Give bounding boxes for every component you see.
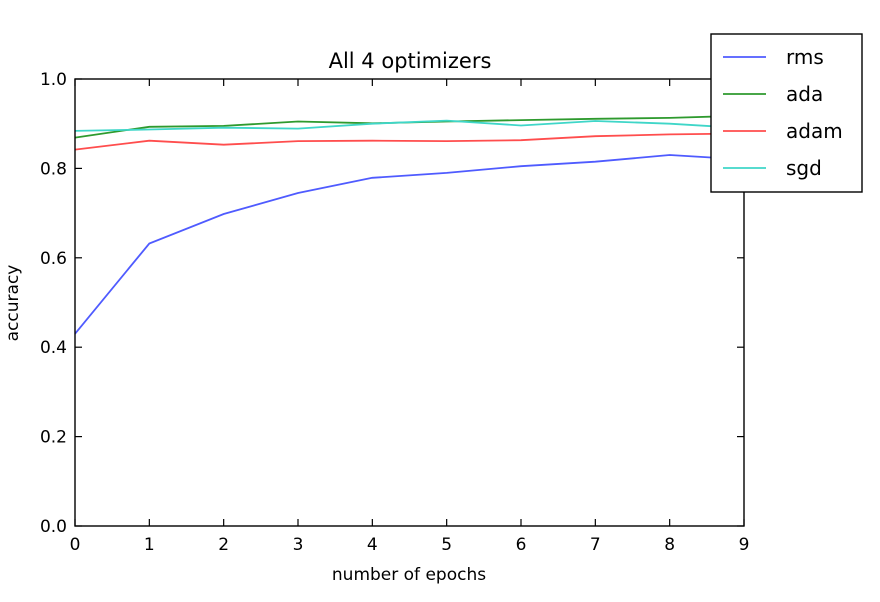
x-tick-label: 6 bbox=[516, 535, 527, 555]
y-tick-label: 0.2 bbox=[40, 428, 67, 448]
series-line-sgd bbox=[74, 119, 745, 132]
legend-box bbox=[710, 33, 863, 193]
x-tick-label: 2 bbox=[218, 535, 229, 555]
plot-frame bbox=[74, 78, 745, 527]
series-line-rms bbox=[74, 154, 745, 335]
chart-title: All 4 optimizers bbox=[329, 49, 492, 73]
x-tick-label: 7 bbox=[590, 535, 601, 555]
ticks-layer: 0 1 2 3 4 5 6 7 8 9 0.0 0.2 0.4 0.6 0.8 1.0 bbox=[40, 70, 749, 555]
y-tick-label: 0.8 bbox=[40, 159, 67, 179]
series-layer bbox=[74, 114, 745, 335]
x-tick-label: 5 bbox=[441, 535, 452, 555]
legend-label-sgd: sgd bbox=[786, 156, 822, 180]
x-tick-label: 9 bbox=[739, 535, 750, 555]
x-axis-label: number of epochs bbox=[332, 565, 486, 585]
x-tick-label: 0 bbox=[70, 535, 81, 555]
y-tick-label: 0.4 bbox=[40, 338, 67, 358]
legend: rms ada adam sgd bbox=[710, 33, 863, 193]
x-tick-label: 1 bbox=[144, 535, 155, 555]
y-tick-label: 0.0 bbox=[40, 517, 67, 537]
y-axis-label: accuracy bbox=[3, 265, 23, 342]
x-tick-label: 3 bbox=[293, 535, 304, 555]
legend-label-ada: ada bbox=[786, 82, 823, 106]
y-tick-label: 0.6 bbox=[40, 249, 67, 269]
x-tick-label: 8 bbox=[664, 535, 675, 555]
legend-label-rms: rms bbox=[786, 45, 824, 69]
y-tick-label: 1.0 bbox=[40, 70, 67, 90]
legend-label-adam: adam bbox=[786, 119, 843, 143]
series-line-adam bbox=[74, 132, 745, 151]
x-tick-label: 4 bbox=[367, 535, 378, 555]
